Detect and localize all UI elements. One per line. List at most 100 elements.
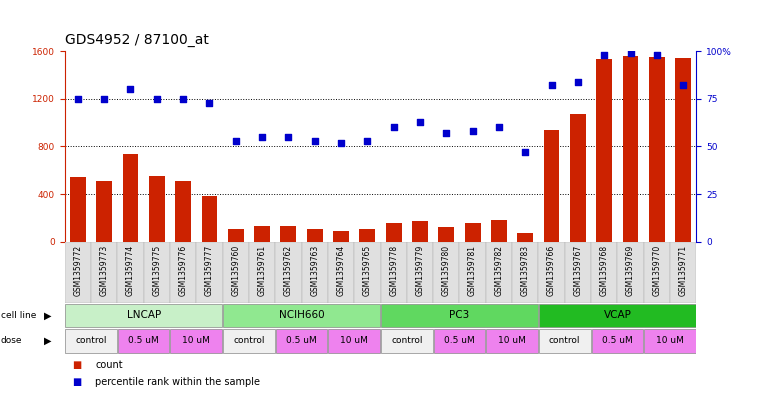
Point: [625, 50, 637, 56]
Text: dose: dose: [1, 336, 22, 345]
Bar: [465, 223, 480, 242]
Text: control: control: [549, 336, 581, 345]
Bar: [644, 242, 670, 303]
Bar: [281, 226, 296, 242]
Text: NCIH660: NCIH660: [279, 310, 324, 320]
Bar: [175, 181, 191, 242]
Point: [124, 86, 136, 92]
Text: GSM1359762: GSM1359762: [284, 245, 293, 296]
Point: [546, 82, 558, 88]
Text: GSM1359764: GSM1359764: [336, 245, 345, 296]
Bar: [249, 242, 275, 303]
Bar: [65, 329, 116, 353]
Bar: [118, 329, 170, 353]
Point: [282, 134, 295, 140]
Bar: [329, 329, 380, 353]
Text: GSM1359780: GSM1359780: [442, 245, 451, 296]
Text: GSM1359779: GSM1359779: [416, 245, 425, 296]
Text: GSM1359774: GSM1359774: [126, 245, 135, 296]
Bar: [539, 242, 565, 303]
Bar: [381, 304, 538, 327]
Bar: [412, 221, 428, 242]
Text: 10 uM: 10 uM: [656, 336, 684, 345]
Point: [98, 95, 110, 102]
Bar: [591, 242, 617, 303]
Bar: [170, 329, 222, 353]
Bar: [223, 242, 249, 303]
Bar: [386, 223, 402, 242]
Bar: [517, 233, 533, 242]
Text: 10 uM: 10 uM: [340, 336, 368, 345]
Text: ▶: ▶: [44, 310, 52, 320]
Bar: [359, 229, 375, 242]
Bar: [196, 242, 222, 303]
Text: GSM1359781: GSM1359781: [468, 245, 477, 296]
Bar: [91, 242, 117, 303]
Text: ▶: ▶: [44, 336, 52, 346]
Text: control: control: [75, 336, 107, 345]
Bar: [65, 304, 222, 327]
Text: 0.5 uM: 0.5 uM: [444, 336, 475, 345]
Bar: [539, 304, 696, 327]
Bar: [434, 329, 486, 353]
Bar: [645, 329, 696, 353]
Text: GSM1359769: GSM1359769: [626, 245, 635, 296]
Bar: [380, 242, 407, 303]
Bar: [307, 229, 323, 242]
Point: [677, 82, 689, 88]
Bar: [486, 242, 512, 303]
Text: GSM1359771: GSM1359771: [679, 245, 688, 296]
Text: control: control: [233, 336, 265, 345]
Point: [414, 118, 426, 125]
Bar: [512, 242, 539, 303]
Text: GSM1359766: GSM1359766: [547, 245, 556, 296]
Bar: [565, 242, 591, 303]
Bar: [301, 242, 328, 303]
Text: control: control: [391, 336, 422, 345]
Bar: [275, 329, 327, 353]
Bar: [144, 242, 170, 303]
Point: [519, 149, 531, 155]
Bar: [649, 57, 665, 242]
Text: 0.5 uM: 0.5 uM: [286, 336, 317, 345]
Point: [598, 52, 610, 58]
Text: GSM1359770: GSM1359770: [652, 245, 661, 296]
Text: GSM1359767: GSM1359767: [573, 245, 582, 296]
Text: GSM1359777: GSM1359777: [205, 245, 214, 296]
Bar: [202, 196, 218, 242]
Text: GSM1359778: GSM1359778: [389, 245, 398, 296]
Text: ■: ■: [72, 360, 81, 370]
Bar: [670, 242, 696, 303]
Text: GSM1359760: GSM1359760: [231, 245, 240, 296]
Bar: [333, 231, 349, 242]
Point: [230, 138, 242, 144]
Bar: [543, 130, 559, 242]
Bar: [149, 176, 164, 242]
Text: cell line: cell line: [1, 311, 36, 320]
Bar: [381, 329, 432, 353]
Bar: [675, 58, 691, 242]
Point: [466, 128, 479, 134]
Text: GSM1359763: GSM1359763: [310, 245, 319, 296]
Point: [493, 124, 505, 130]
Point: [72, 95, 84, 102]
Text: VCAP: VCAP: [603, 310, 632, 320]
Point: [361, 138, 374, 144]
Bar: [570, 114, 586, 242]
Bar: [96, 181, 112, 242]
Point: [387, 124, 400, 130]
Text: 0.5 uM: 0.5 uM: [602, 336, 632, 345]
Bar: [223, 329, 275, 353]
Point: [203, 99, 215, 106]
Bar: [254, 226, 270, 242]
Bar: [622, 56, 638, 242]
Text: GSM1359783: GSM1359783: [521, 245, 530, 296]
Point: [440, 130, 452, 136]
Text: LNCAP: LNCAP: [126, 310, 161, 320]
Text: count: count: [95, 360, 123, 370]
Bar: [70, 177, 86, 242]
Bar: [407, 242, 433, 303]
Bar: [486, 329, 538, 353]
Bar: [438, 227, 454, 242]
Bar: [170, 242, 196, 303]
